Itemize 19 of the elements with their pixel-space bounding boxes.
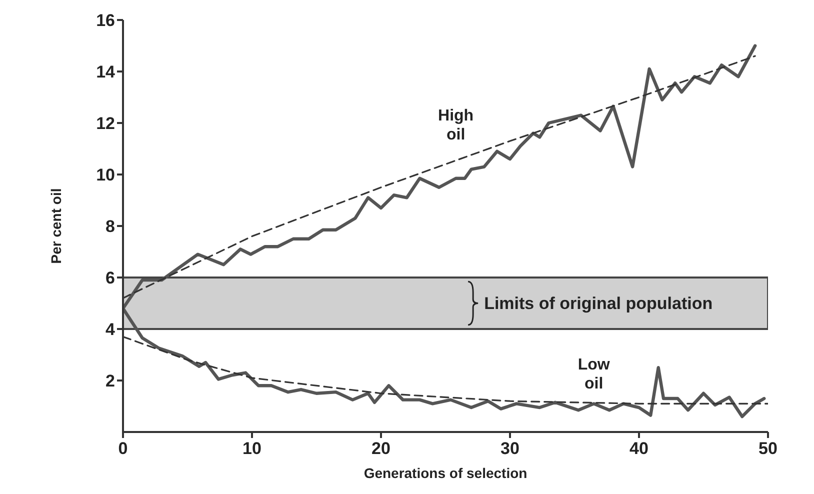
y-tick-label: 6 xyxy=(106,268,115,288)
x-tick-label: 20 xyxy=(372,439,390,458)
band-label: Limits of original population xyxy=(484,294,713,313)
y-axis-title: Per cent oil xyxy=(48,188,64,264)
x-tick-label: 30 xyxy=(500,439,520,458)
y-tick-label: 14 xyxy=(96,62,116,82)
y-tick-label: 12 xyxy=(96,114,115,134)
series-label: High oil xyxy=(438,107,474,144)
y-tick-label: 10 xyxy=(96,166,115,185)
x-tick-label: 10 xyxy=(242,439,262,458)
x-tick-label: 50 xyxy=(758,439,778,458)
y-tick-label: 4 xyxy=(106,320,116,340)
series-label: Low oil xyxy=(578,356,610,393)
y-tick-label: 16 xyxy=(96,11,115,30)
x-axis-title: Generations of selection xyxy=(364,465,528,481)
x-tick-label: 40 xyxy=(630,439,648,458)
x-tick-label: 0 xyxy=(118,439,128,458)
y-tick-label: 2 xyxy=(106,372,115,391)
y-tick-label: 8 xyxy=(106,217,115,236)
